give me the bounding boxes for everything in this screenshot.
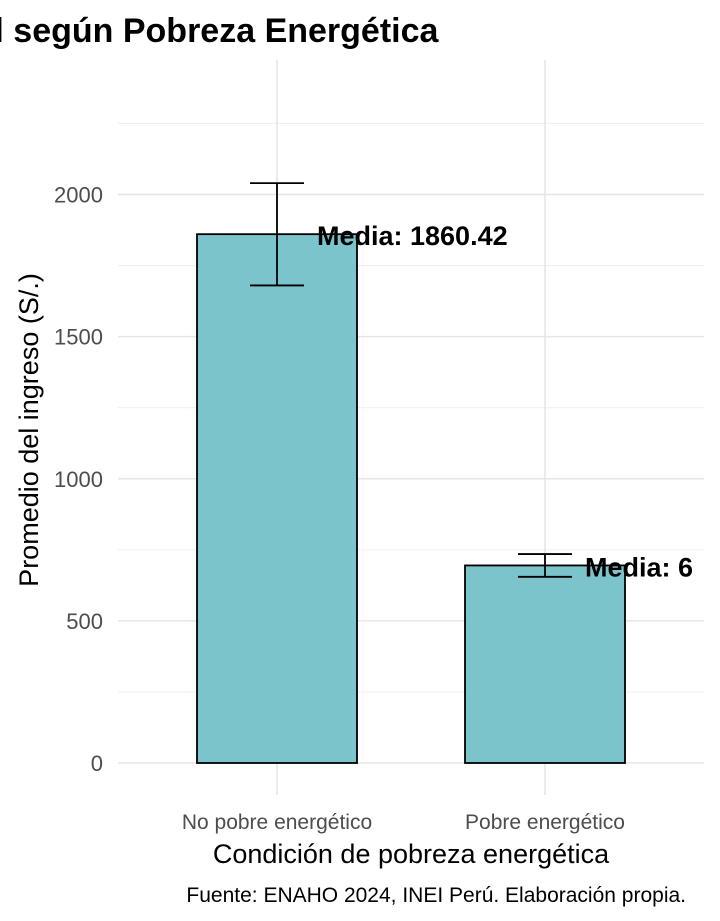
chart-title: Ingreso per cápita mensual según Pobreza… [0,12,440,50]
y-tick-label: 2000 [54,183,103,208]
y-tick-label: 1000 [54,467,103,492]
y-tick-label: 0 [91,751,103,776]
source-caption: Fuente: ENAHO 2024, INEI Perú. Elaboraci… [186,884,686,907]
x-axis-ticks: No pobre energético Pobre energético [182,811,625,834]
y-tick-label: 1500 [54,325,103,350]
bar-annotations: Media: 1860.42 Media: 6 [317,221,693,582]
x-tick-label: No pobre energético [182,811,372,834]
x-axis-label: Condición de pobreza energética [213,839,610,869]
y-axis-label: Promedio del ingreso (S/.) [14,273,44,587]
y-tick-label: 500 [66,609,103,634]
error-bars [250,182,572,578]
x-tick-label: Pobre energético [465,811,625,834]
mean-annotation: Media: 6 [585,552,693,582]
bars [196,233,626,764]
mean-annotation: Media: 1860.42 [317,221,508,251]
y-axis-ticks: 0 500 1000 1500 2000 [54,183,103,777]
bar [196,233,358,764]
bar [464,564,626,764]
